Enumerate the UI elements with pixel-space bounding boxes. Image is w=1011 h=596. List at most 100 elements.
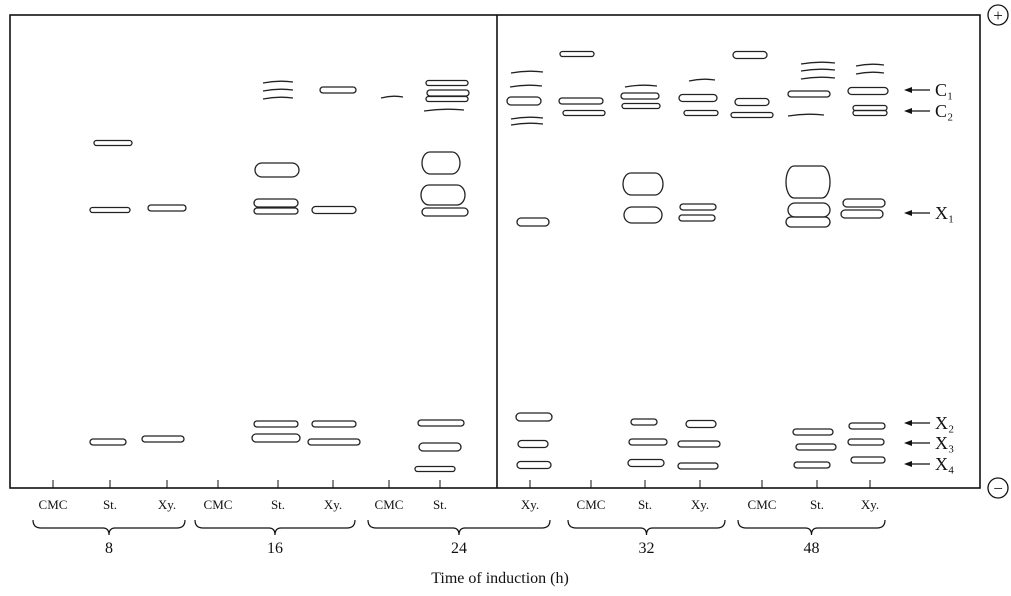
pole-circle (987, 4, 1009, 26)
band (425, 79, 469, 87)
lane-label: Xy. (691, 497, 709, 512)
band (842, 198, 886, 208)
band (677, 462, 719, 470)
band (421, 151, 461, 175)
band (850, 456, 886, 464)
arrow-head (904, 461, 912, 467)
band-label: C₂ (935, 101, 953, 121)
band-streak (380, 95, 404, 99)
band (787, 202, 831, 218)
band-streak (262, 96, 294, 100)
band (683, 109, 719, 117)
band-streak (510, 116, 544, 120)
lane-label: CMC (39, 497, 68, 512)
band (420, 184, 466, 206)
band (628, 438, 668, 446)
band-streak (800, 68, 836, 72)
band (251, 433, 301, 443)
group-label: 48 (804, 540, 820, 557)
arrow-head (904, 210, 912, 216)
band (732, 50, 768, 60)
band (311, 420, 357, 428)
band (679, 203, 717, 211)
band-streak (262, 80, 294, 84)
band-streak (510, 122, 544, 126)
band (677, 440, 721, 448)
band (787, 90, 831, 98)
band-label: X₃ (935, 433, 954, 453)
band (93, 139, 133, 147)
band (852, 104, 888, 112)
band (418, 442, 462, 452)
band (734, 97, 770, 107)
lane-label: St. (103, 497, 117, 512)
band (426, 89, 470, 97)
pole-plus: + (993, 6, 1003, 25)
lane-label: Xy. (158, 497, 176, 512)
band (621, 102, 661, 110)
band (515, 412, 553, 422)
band (622, 172, 664, 196)
band-streak (800, 61, 836, 65)
arrow-head (904, 420, 912, 426)
group-label: 8 (105, 540, 113, 557)
band (89, 206, 131, 214)
band-streak (800, 76, 836, 80)
band-streak (262, 88, 294, 92)
band (785, 216, 831, 228)
band (848, 422, 886, 430)
band (254, 162, 300, 178)
band-streak (423, 108, 465, 112)
band (730, 111, 774, 119)
band (253, 420, 299, 428)
band (562, 109, 606, 117)
lane-label: Xy. (861, 497, 879, 512)
band (793, 461, 831, 469)
group-brace (567, 519, 726, 536)
arrow-head (904, 108, 912, 114)
band (685, 419, 717, 429)
band-streak (855, 71, 885, 75)
lane-label: St. (271, 497, 285, 512)
band (319, 86, 357, 94)
band-streak (688, 78, 716, 82)
band (516, 460, 552, 470)
lane-label: St. (433, 497, 447, 512)
group-label: 16 (267, 540, 283, 557)
group-label: 24 (451, 540, 467, 557)
band-label: X₄ (935, 454, 954, 474)
band (89, 438, 127, 446)
band-streak (509, 84, 543, 88)
band (559, 50, 595, 58)
band-streak (855, 63, 885, 67)
band (792, 428, 834, 436)
band (414, 465, 456, 473)
band-label: C₁ (935, 80, 953, 100)
band-streak (624, 84, 658, 88)
band-label: X₂ (935, 413, 954, 433)
group-label: 32 (639, 540, 655, 557)
band (630, 418, 658, 426)
lane-label: St. (638, 497, 652, 512)
group-brace (367, 519, 551, 536)
gel-frame (9, 14, 981, 489)
band (141, 435, 185, 443)
band (307, 438, 361, 446)
band (253, 207, 299, 215)
lane-label: CMC (748, 497, 777, 512)
band (506, 96, 542, 106)
band (311, 205, 357, 215)
band (795, 443, 837, 451)
group-brace (194, 519, 356, 536)
band-label: X₁ (935, 203, 954, 223)
arrow-head (904, 440, 912, 446)
band-streak (787, 113, 825, 117)
band (847, 438, 885, 446)
labels: CMC St. Xy. CMC St. Xy. CMC St. Xy. CMC St. Xy. CMC S… (32, 80, 954, 557)
band (253, 198, 299, 208)
band (678, 93, 718, 103)
band (840, 209, 884, 219)
band (627, 458, 665, 468)
band (516, 217, 550, 227)
